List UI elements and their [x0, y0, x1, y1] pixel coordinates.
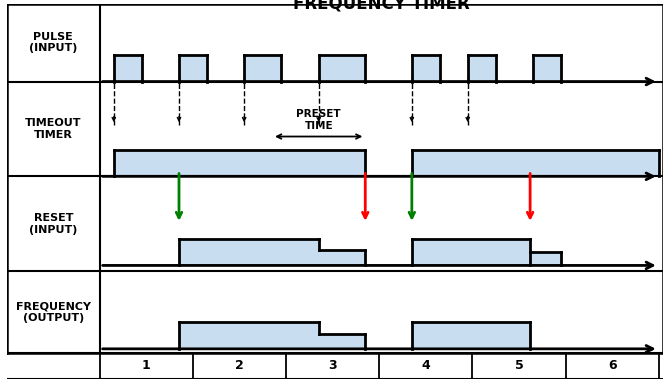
- Bar: [412, 55, 440, 82]
- Bar: [412, 150, 659, 176]
- Text: 1: 1: [142, 359, 151, 372]
- Text: RESET
(INPUT): RESET (INPUT): [29, 213, 78, 234]
- Bar: [412, 239, 530, 265]
- Text: 5: 5: [515, 359, 523, 372]
- Text: PRESET
TIME: PRESET TIME: [296, 109, 341, 131]
- Bar: [533, 55, 561, 82]
- Bar: [244, 55, 281, 82]
- Bar: [319, 334, 365, 349]
- Bar: [114, 150, 365, 176]
- Text: 2: 2: [235, 359, 244, 372]
- Text: TIMEOUT
TIMER: TIMEOUT TIMER: [25, 118, 82, 140]
- Bar: [468, 55, 496, 82]
- Bar: [179, 239, 319, 265]
- Bar: [179, 322, 319, 349]
- Bar: [114, 55, 142, 82]
- Bar: [530, 252, 561, 265]
- Bar: [412, 322, 530, 349]
- Text: PULSE
(INPUT): PULSE (INPUT): [29, 32, 78, 54]
- Text: 4: 4: [421, 359, 430, 372]
- Bar: [319, 55, 365, 82]
- Bar: [319, 250, 365, 265]
- Text: 6: 6: [608, 359, 616, 372]
- Text: FREQUENCY
(OUTPUT): FREQUENCY (OUTPUT): [16, 301, 90, 322]
- Bar: [179, 55, 207, 82]
- Text: FREQUENCY TIMER: FREQUENCY TIMER: [293, 0, 470, 13]
- Text: 3: 3: [328, 359, 337, 372]
